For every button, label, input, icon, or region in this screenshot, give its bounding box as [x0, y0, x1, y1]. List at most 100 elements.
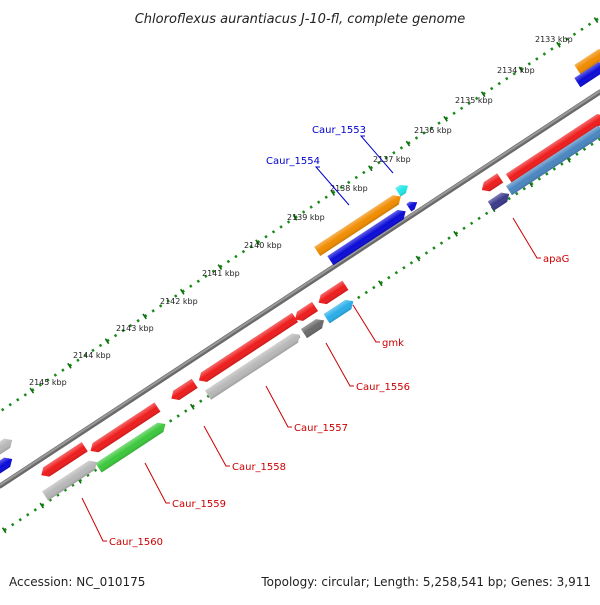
track-dot — [409, 261, 414, 265]
track-major-tick — [556, 41, 561, 48]
gene-arrow-darkgrey — [300, 319, 325, 339]
track-dot — [489, 86, 494, 91]
gene-arrow-orange — [314, 195, 401, 257]
track-dot — [199, 399, 203, 403]
track-dot — [582, 147, 587, 151]
gene-arrow-apag — [481, 173, 504, 192]
track-dot — [467, 101, 471, 106]
track-dot — [462, 226, 466, 230]
track-dot — [535, 57, 539, 61]
track-dot — [484, 211, 489, 216]
track-dot — [158, 304, 163, 308]
track-major-tick — [142, 313, 147, 320]
gene-arrow-cyan — [395, 184, 409, 197]
track-dot — [8, 402, 12, 407]
leader-line — [359, 135, 394, 174]
track-major-tick — [518, 66, 524, 73]
track-dot — [357, 295, 361, 300]
track-dot — [597, 137, 600, 142]
track-dot — [151, 309, 155, 313]
tick-labels: 2133 kbp 2134 kbp 2135 kbp 2136 kbp 2137 kbp… — [29, 35, 573, 387]
track-major-tick — [104, 338, 110, 345]
track-major-tick — [378, 280, 383, 287]
track-dot — [264, 235, 268, 239]
gene-label-caur-1560: Caur_1560 — [109, 537, 163, 548]
track-dot — [76, 358, 80, 363]
track-dot — [437, 121, 441, 125]
track-dot — [184, 409, 188, 413]
track-major-tick — [453, 230, 458, 237]
gene-arrow-skyblue — [323, 299, 354, 324]
track-dot — [279, 225, 283, 229]
gene-label-caur-1553: Caur_1553 — [312, 125, 366, 136]
track-major-tick — [415, 255, 421, 262]
track-dot — [46, 378, 50, 382]
track-dot — [565, 37, 569, 41]
gene-arrow-caur-1554 — [327, 209, 406, 266]
track-dot — [399, 146, 404, 150]
track-dot — [432, 246, 436, 250]
track-dot — [63, 488, 68, 492]
track-dot — [515, 191, 519, 196]
tick-label: 2142 kbp — [160, 297, 198, 306]
track-major-tick — [39, 502, 45, 509]
track-dot — [113, 333, 118, 338]
gene-label-caur-1557: Caur_1557 — [294, 423, 348, 434]
track-dot — [512, 71, 516, 76]
tick-label: 2143 kbp — [116, 324, 154, 333]
track-dot — [402, 266, 406, 270]
tick-label: 2135 kbp — [455, 96, 493, 105]
track-dot — [16, 398, 20, 402]
gene-label-caur-1559: Caur_1559 — [172, 499, 226, 510]
track-dot — [234, 254, 238, 259]
track-major-tick — [368, 165, 373, 172]
track-dot — [339, 185, 343, 190]
genome-backbone — [0, 89, 600, 489]
leader-line — [81, 497, 107, 542]
tick-label: 2140 kbp — [244, 241, 282, 250]
track-dot — [98, 343, 103, 348]
gene-features — [0, 49, 600, 501]
track-dot — [580, 27, 584, 32]
track-dot — [459, 106, 464, 111]
track-dot — [48, 498, 53, 502]
track-dot — [196, 279, 201, 283]
track-dot — [424, 251, 429, 255]
track-major-tick — [179, 288, 185, 295]
tick-label: 2138 kbp — [330, 184, 368, 193]
track-dot — [316, 200, 321, 204]
track-dot — [121, 328, 125, 333]
gene-arrow-caur-1553 — [406, 201, 418, 212]
outer-tick-track — [0, 17, 599, 412]
track-dot — [174, 294, 178, 298]
track-dot — [128, 323, 133, 328]
track-dot — [301, 210, 306, 214]
track-dot — [422, 131, 426, 135]
track-dot — [527, 62, 532, 66]
track-dot — [23, 393, 27, 397]
track-dot — [552, 167, 557, 171]
label-leaders — [81, 135, 541, 542]
leader-line — [203, 425, 230, 467]
track-dot — [18, 517, 22, 522]
gene-arrow-blue-left — [0, 457, 13, 476]
genome-summary-text: Topology: circular; Length: 5,258,541 bp… — [260, 575, 591, 589]
track-dot — [189, 284, 193, 288]
track-dot — [53, 373, 58, 377]
track-dot — [249, 244, 253, 249]
tick-label: 2134 kbp — [497, 66, 535, 75]
track-dot — [176, 414, 180, 418]
track-dot — [286, 220, 291, 224]
track-dot — [505, 76, 509, 81]
track-dot — [507, 196, 511, 201]
gene-labels: Caur_1553 Caur_1554 apaG gmk Caur_1556 C… — [109, 125, 569, 548]
gene-arrow-caur-1559 — [90, 402, 161, 453]
track-dot — [93, 468, 98, 473]
track-major-tick — [443, 115, 448, 122]
tick-label: 2133 kbp — [535, 35, 573, 44]
track-dot — [542, 52, 547, 56]
track-dot — [166, 299, 170, 303]
inner-tick-track — [1, 137, 600, 534]
track-dot — [204, 274, 208, 279]
track-dot — [309, 205, 313, 209]
